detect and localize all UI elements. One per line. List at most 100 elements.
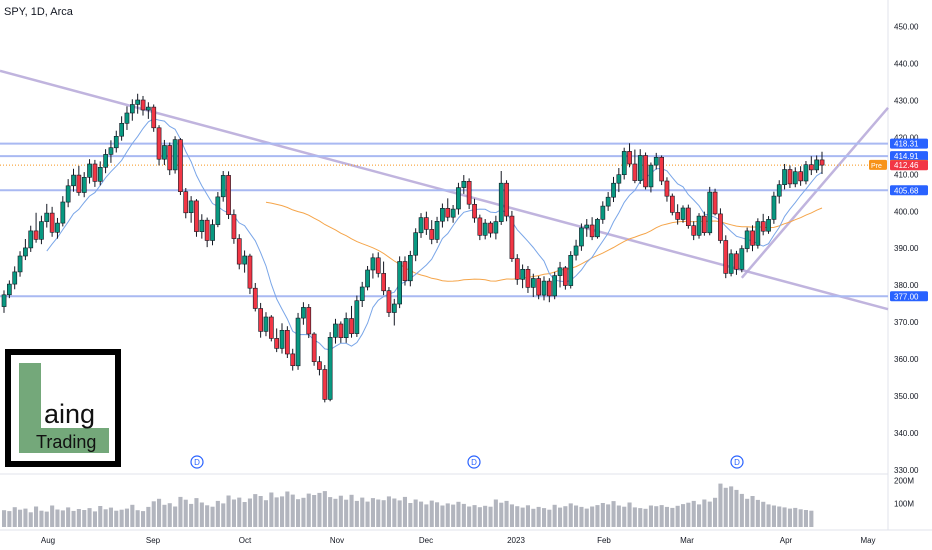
candle[interactable]: [669, 195, 675, 213]
candle[interactable]: [819, 159, 825, 166]
candle[interactable]: [279, 329, 285, 349]
candle[interactable]: [814, 159, 819, 171]
candle[interactable]: [365, 269, 370, 288]
candle[interactable]: [792, 171, 798, 185]
candle[interactable]: [290, 353, 296, 366]
candle[interactable]: [440, 208, 445, 222]
candle[interactable]: [782, 169, 787, 185]
candle[interactable]: [236, 238, 242, 265]
candle[interactable]: [162, 145, 167, 160]
candle[interactable]: [776, 184, 782, 197]
candle[interactable]: [274, 338, 280, 349]
candle[interactable]: [691, 225, 697, 236]
candle[interactable]: [268, 316, 274, 339]
candle[interactable]: [648, 164, 654, 188]
candle[interactable]: [92, 163, 98, 182]
candle[interactable]: [178, 139, 183, 193]
candle[interactable]: [423, 217, 429, 230]
candle[interactable]: [584, 224, 590, 229]
candle[interactable]: [504, 182, 509, 217]
candle[interactable]: [798, 171, 803, 182]
candle[interactable]: [17, 255, 23, 273]
candle[interactable]: [589, 224, 595, 238]
candle[interactable]: [28, 230, 34, 249]
candle[interactable]: [525, 268, 531, 288]
candle[interactable]: [23, 247, 28, 257]
candle[interactable]: [557, 267, 563, 276]
candle[interactable]: [242, 255, 248, 265]
candle[interactable]: [493, 221, 499, 234]
candle[interactable]: [247, 255, 253, 289]
candle[interactable]: [231, 214, 237, 239]
candle[interactable]: [402, 261, 408, 282]
candle[interactable]: [333, 323, 338, 338]
candle[interactable]: [381, 273, 387, 292]
candle[interactable]: [87, 163, 92, 178]
dividend-marker[interactable]: D: [730, 455, 744, 469]
candle[interactable]: [322, 369, 328, 400]
candle[interactable]: [755, 221, 761, 246]
candle[interactable]: [156, 127, 162, 160]
candle[interactable]: [541, 280, 547, 296]
candle[interactable]: [349, 318, 354, 334]
candle[interactable]: [488, 222, 493, 234]
candle[interactable]: [33, 230, 39, 240]
candle[interactable]: [252, 287, 258, 309]
dividend-icon[interactable]: [730, 455, 744, 469]
candle[interactable]: [787, 169, 793, 185]
candle[interactable]: [258, 308, 264, 332]
candle[interactable]: [653, 157, 659, 166]
candle[interactable]: [664, 180, 670, 197]
candle[interactable]: [151, 106, 157, 129]
candle[interactable]: [124, 112, 130, 124]
candle[interactable]: [750, 230, 755, 246]
dividend-icon[interactable]: [190, 455, 204, 469]
candle[interactable]: [108, 147, 114, 155]
candle[interactable]: [696, 215, 702, 236]
candle[interactable]: [119, 123, 124, 137]
candle[interactable]: [397, 261, 403, 305]
candle[interactable]: [434, 221, 440, 240]
candle[interactable]: [562, 267, 568, 286]
candle[interactable]: [611, 182, 616, 198]
candle[interactable]: [701, 215, 707, 234]
candle[interactable]: [675, 212, 680, 220]
candle[interactable]: [536, 278, 541, 296]
candle[interactable]: [55, 222, 60, 233]
candle[interactable]: [71, 174, 76, 187]
candle[interactable]: [76, 174, 82, 193]
candle[interactable]: [723, 240, 729, 274]
candle[interactable]: [771, 195, 777, 220]
candle[interactable]: [130, 104, 135, 114]
candle[interactable]: [600, 205, 606, 220]
candle[interactable]: [284, 329, 290, 355]
candle[interactable]: [552, 275, 557, 297]
candle[interactable]: [514, 258, 520, 280]
candle[interactable]: [204, 219, 210, 241]
candle[interactable]: [220, 175, 226, 198]
candle[interactable]: [734, 253, 739, 270]
candle[interactable]: [172, 139, 178, 171]
candle[interactable]: [482, 222, 488, 236]
candle[interactable]: [354, 300, 360, 334]
candle[interactable]: [568, 255, 574, 286]
candle[interactable]: [744, 230, 750, 249]
candle[interactable]: [226, 175, 231, 215]
candle[interactable]: [632, 163, 638, 181]
candle[interactable]: [317, 361, 322, 370]
candle[interactable]: [183, 191, 189, 214]
candle[interactable]: [707, 191, 713, 234]
candle[interactable]: [311, 333, 317, 363]
candle[interactable]: [621, 151, 627, 175]
candle[interactable]: [659, 157, 664, 182]
candle[interactable]: [605, 196, 611, 207]
dividend-icon[interactable]: [467, 455, 481, 469]
candle[interactable]: [81, 177, 87, 193]
candle[interactable]: [680, 207, 686, 220]
candle[interactable]: [391, 303, 397, 313]
candle[interactable]: [595, 219, 600, 238]
candle[interactable]: [215, 196, 221, 225]
candle[interactable]: [39, 221, 44, 240]
candle[interactable]: [60, 201, 66, 224]
candle[interactable]: [7, 283, 12, 296]
